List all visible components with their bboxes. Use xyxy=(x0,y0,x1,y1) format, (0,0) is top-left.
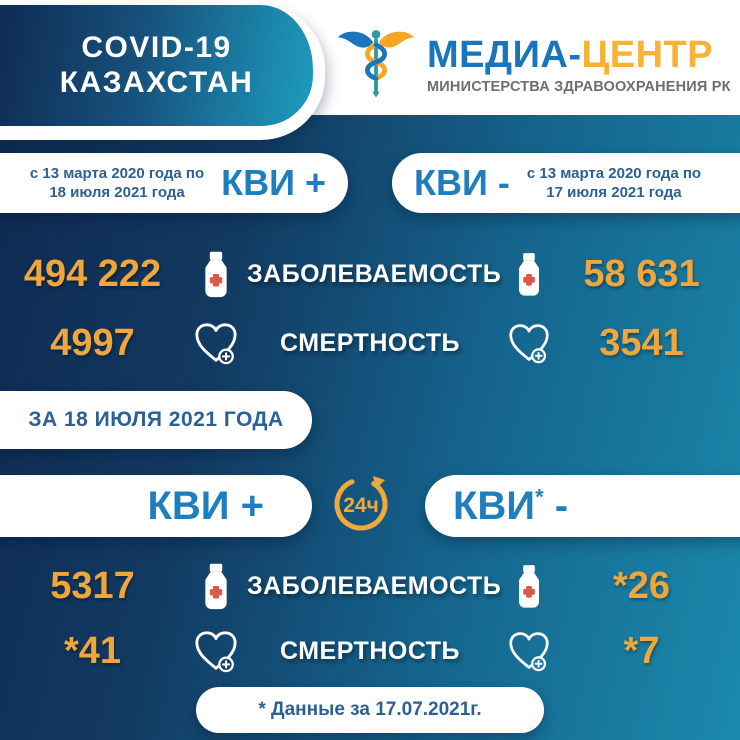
medicine-bottle-icon xyxy=(185,560,247,612)
heart-plus-icon xyxy=(185,321,247,365)
24h-arrow-icon: 24ч xyxy=(329,471,393,535)
logo-title-yellow: ЦЕНТР xyxy=(581,34,714,76)
daily-date-label: ЗА 18 ИЮЛЯ 2021 ГОДА xyxy=(28,408,284,431)
footnote-label: * Данные за 17.07.2021г. xyxy=(258,699,482,720)
daily-positive-deaths: *41 xyxy=(63,629,122,672)
cumulative-negative-cases: 58 631 xyxy=(583,252,700,295)
stats-panel: с 13 марта 2020 года по 18 июля 2021 год… xyxy=(0,115,740,740)
cumulative-deaths-row: 4997 СМЕРТНОСТЬ 3541 xyxy=(0,317,740,369)
kvi-negative-asterisk: * xyxy=(535,484,544,510)
logo-text: МЕДИА-ЦЕНТР МИНИСТЕРСТВА ЗДРАВООХРАНЕНИЯ… xyxy=(427,22,731,95)
daily-kvi-negative-label: КВИ* - xyxy=(453,484,568,529)
caduceus-icon xyxy=(333,22,419,108)
daily-cases-row: 5317 ЗАБОЛЕВАЕМОСТЬ *26 xyxy=(0,557,740,615)
logo-title-blue: МЕДИА- xyxy=(427,34,582,76)
kvi-positive-label: КВИ + xyxy=(221,162,326,203)
daily-kvi-positive-pill: КВИ + xyxy=(0,475,312,537)
period-line1: с 13 марта 2020 года по xyxy=(526,164,702,182)
daily-negative-deaths: *7 xyxy=(623,629,660,672)
heart-plus-icon xyxy=(493,322,565,364)
kvi-negative-suffix: - xyxy=(543,483,569,528)
kvi-negative-period-pill: КВИ - с 13 марта 2020 года по 17 июля 20… xyxy=(392,153,740,213)
medicine-bottle-icon xyxy=(493,250,565,298)
covid-badge-line2: КАЗАХСТАН xyxy=(59,65,254,99)
kvi-positive-period: с 13 марта 2020 года по 18 июля 2021 год… xyxy=(30,164,204,203)
heart-plus-icon xyxy=(493,630,565,672)
cases-row-label: ЗАБОЛЕВАЕМОСТЬ xyxy=(247,259,502,288)
daily-date-pill: ЗА 18 ИЮЛЯ 2021 ГОДА xyxy=(0,391,312,449)
cumulative-positive-deaths: 4997 xyxy=(50,321,135,364)
footnote-pill: * Данные за 17.07.2021г. xyxy=(196,687,544,733)
cumulative-negative-deaths: 3541 xyxy=(599,321,684,364)
cumulative-positive-cases: 494 222 xyxy=(23,252,162,295)
logo-subtitle: МИНИСТЕРСТВА ЗДРАВООХРАНЕНИЯ РК xyxy=(427,79,731,95)
daily-kvi-positive-label: КВИ + xyxy=(147,483,264,528)
daily-deaths-row: *41 СМЕРТНОСТЬ *7 xyxy=(0,625,740,677)
medicine-bottle-icon xyxy=(185,248,247,300)
covid-badge-line1: COVID-19 xyxy=(81,31,232,64)
kvi-positive-period-pill: с 13 марта 2020 года по 18 июля 2021 год… xyxy=(0,153,348,213)
cases-row-label: ЗАБОЛЕВАЕМОСТЬ xyxy=(247,571,502,600)
period-line2: 18 июля 2021 года xyxy=(49,184,185,201)
daily-positive-cases: 5317 xyxy=(50,564,135,607)
period-line1: с 13 марта 2020 года по xyxy=(29,164,205,182)
logo-title: МЕДИА-ЦЕНТР xyxy=(427,36,731,74)
medicine-bottle-icon xyxy=(493,562,565,610)
deaths-row-label: СМЕРТНОСТЬ xyxy=(279,636,460,665)
daily-kvi-negative-pill: КВИ* - xyxy=(425,475,740,537)
kvi-negative-base: КВИ xyxy=(453,483,536,528)
daily-negative-cases: *26 xyxy=(612,564,671,607)
deaths-row-label: СМЕРТНОСТЬ xyxy=(279,328,460,357)
24h-label: 24ч xyxy=(343,494,379,517)
media-center-logo: МЕДИА-ЦЕНТР МИНИСТЕРСТВА ЗДРАВООХРАНЕНИЯ… xyxy=(333,22,731,108)
kvi-negative-period: с 13 марта 2020 года по 17 июля 2021 год… xyxy=(527,164,701,203)
heart-plus-icon xyxy=(185,629,247,673)
period-line2: 17 июля 2021 года xyxy=(546,184,682,201)
kvi-negative-label: КВИ - xyxy=(414,162,510,203)
covid-kazakhstan-badge: COVID-19 КАЗАХСТАН xyxy=(0,5,325,140)
cumulative-cases-row: 494 222 ЗАБОЛЕВАЕМОСТЬ 58 631 xyxy=(0,245,740,303)
